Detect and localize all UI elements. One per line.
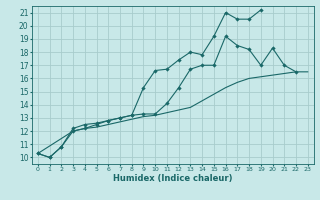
X-axis label: Humidex (Indice chaleur): Humidex (Indice chaleur) [113,174,233,183]
